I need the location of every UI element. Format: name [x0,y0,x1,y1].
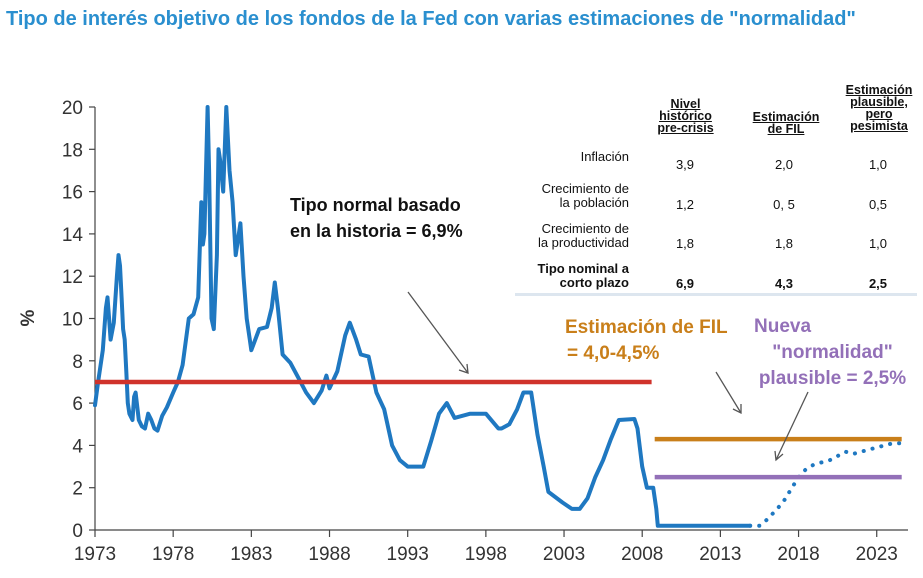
header-fil-line1: Estimación [752,110,820,124]
cell-nominal-historic: 6,9 [675,276,695,291]
x-tick-label: 2023 [856,544,898,565]
row-label-productivity-line1: Crecimiento de [541,221,629,236]
annotation-history-line1: Tipo normal basado [290,195,461,215]
header-fil-line2: de FIL [767,122,805,136]
fed-funds-projection-dotted [748,441,903,528]
row-label-inflation: Inflación [479,150,629,164]
x-tick-label: 1973 [74,544,116,565]
y-axis-label: % [18,309,39,326]
cell-population-historic: 1,2 [675,197,695,212]
y-tick-label: 16 [62,183,83,204]
arrow-history-head [458,363,469,374]
row-label-productivity-line2: la productividad [537,235,629,250]
header-pess-line1: Estimación [845,83,913,97]
cell-inflation-historic: 3,9 [675,157,695,172]
series-layer [93,105,903,528]
cell-nominal-fil: 4,3 [774,276,794,291]
cell-productivity-historic: 1,8 [675,236,695,251]
annotation-fil: Estimación de FIL = 4,0-4,5% [565,315,728,367]
header-pess-line3: pero [865,107,893,121]
header-pess-line4: pesimista [850,119,908,133]
y-tick-label: 8 [72,352,83,373]
y-tick-label: 0 [72,521,83,542]
fed-funds-line [93,105,753,528]
annotation-history-line2: en la historia = 6,9% [290,221,463,241]
y-tick-label: 12 [62,267,83,288]
table-bottom-rule [515,293,917,296]
row-label-nominal-rate: Tipo nominal a corto plazo [479,261,630,290]
arrow-new-head [774,450,784,462]
row-label-population-line2: la población [559,195,629,210]
arrow-new-line [775,391,809,461]
row-label-population-line1: Crecimiento de [541,181,629,196]
y-tick-label: 10 [62,310,83,331]
x-tick-label: 2013 [699,544,741,565]
row-label-population: Crecimiento de la población [479,182,629,210]
header-historic-line1: Nivel [670,97,701,111]
y-tick-label: 18 [62,140,83,161]
header-historic-line2: histórico [659,109,712,123]
cell-nominal-pess: 2,5 [868,276,888,291]
annotation-new-line1: Nueva [754,316,812,337]
y-tick-label: 4 [72,436,83,457]
y-tick-label: 20 [62,98,83,119]
arrow-fil-line [715,371,742,414]
annotation-arrows [407,291,809,462]
row-label-productivity: Crecimiento de la productividad [479,222,629,250]
header-historic-line3: pre-crisis [657,121,714,135]
cell-inflation-fil: 2,0 [774,157,794,172]
arrow-history-line [407,291,469,374]
x-tick-label: 1993 [387,544,429,565]
annotation-new-normal: Nueva "normalidad" plausible = 2,5% [750,314,915,392]
cell-productivity-pess: 1,0 [868,236,888,251]
y-tick-label: 14 [62,225,84,246]
annotation-history: Tipo normal basado en la historia = 6,9% [290,192,463,244]
x-tick-label: 2003 [543,544,585,565]
x-tick-label: 2018 [777,544,819,565]
chart-title: Tipo de interés objetivo de los fondos d… [6,8,856,30]
y-tick-label: 2 [72,479,83,500]
table-header-fil: Estimación de FIL [742,110,830,136]
annotation-fil-line2: = 4,0-4,5% [567,343,660,364]
axes: 0 2 4 6 8 10 12 14 16 18 20 1973 1978 1983 1988 1993 199… [62,98,908,565]
x-tick-label: 1998 [465,544,507,565]
x-tick-label: 2008 [621,544,663,565]
x-tick-label: 1978 [152,544,194,565]
table-header-pessimistic: Estimación plausible, pero pesimista [836,83,922,133]
header-pess-line2: plausible, [850,95,908,109]
cell-population-fil: 0, 5 [773,197,795,212]
cell-population-pess: 0,5 [868,197,888,212]
x-tick-label: 1988 [308,544,350,565]
y-tick-label: 6 [72,394,83,415]
annotation-fil-line1: Estimación de FIL [565,317,728,338]
cell-productivity-fil: 1,8 [774,236,794,251]
annotation-new-line2: "normalidad" [772,342,893,363]
row-label-inflation-line1: Inflación [580,149,629,164]
arrow-fil-head [732,404,742,415]
table-header-historic: Nivel histórico pre-crisis [648,97,723,135]
row-label-nominal-line2: corto plazo [559,275,629,290]
row-label-nominal-line1: Tipo nominal a [537,261,630,276]
x-tick-label: 1983 [230,544,272,565]
cell-inflation-pess: 1,0 [868,157,888,172]
annotation-new-line3: plausible = 2,5% [758,368,907,389]
